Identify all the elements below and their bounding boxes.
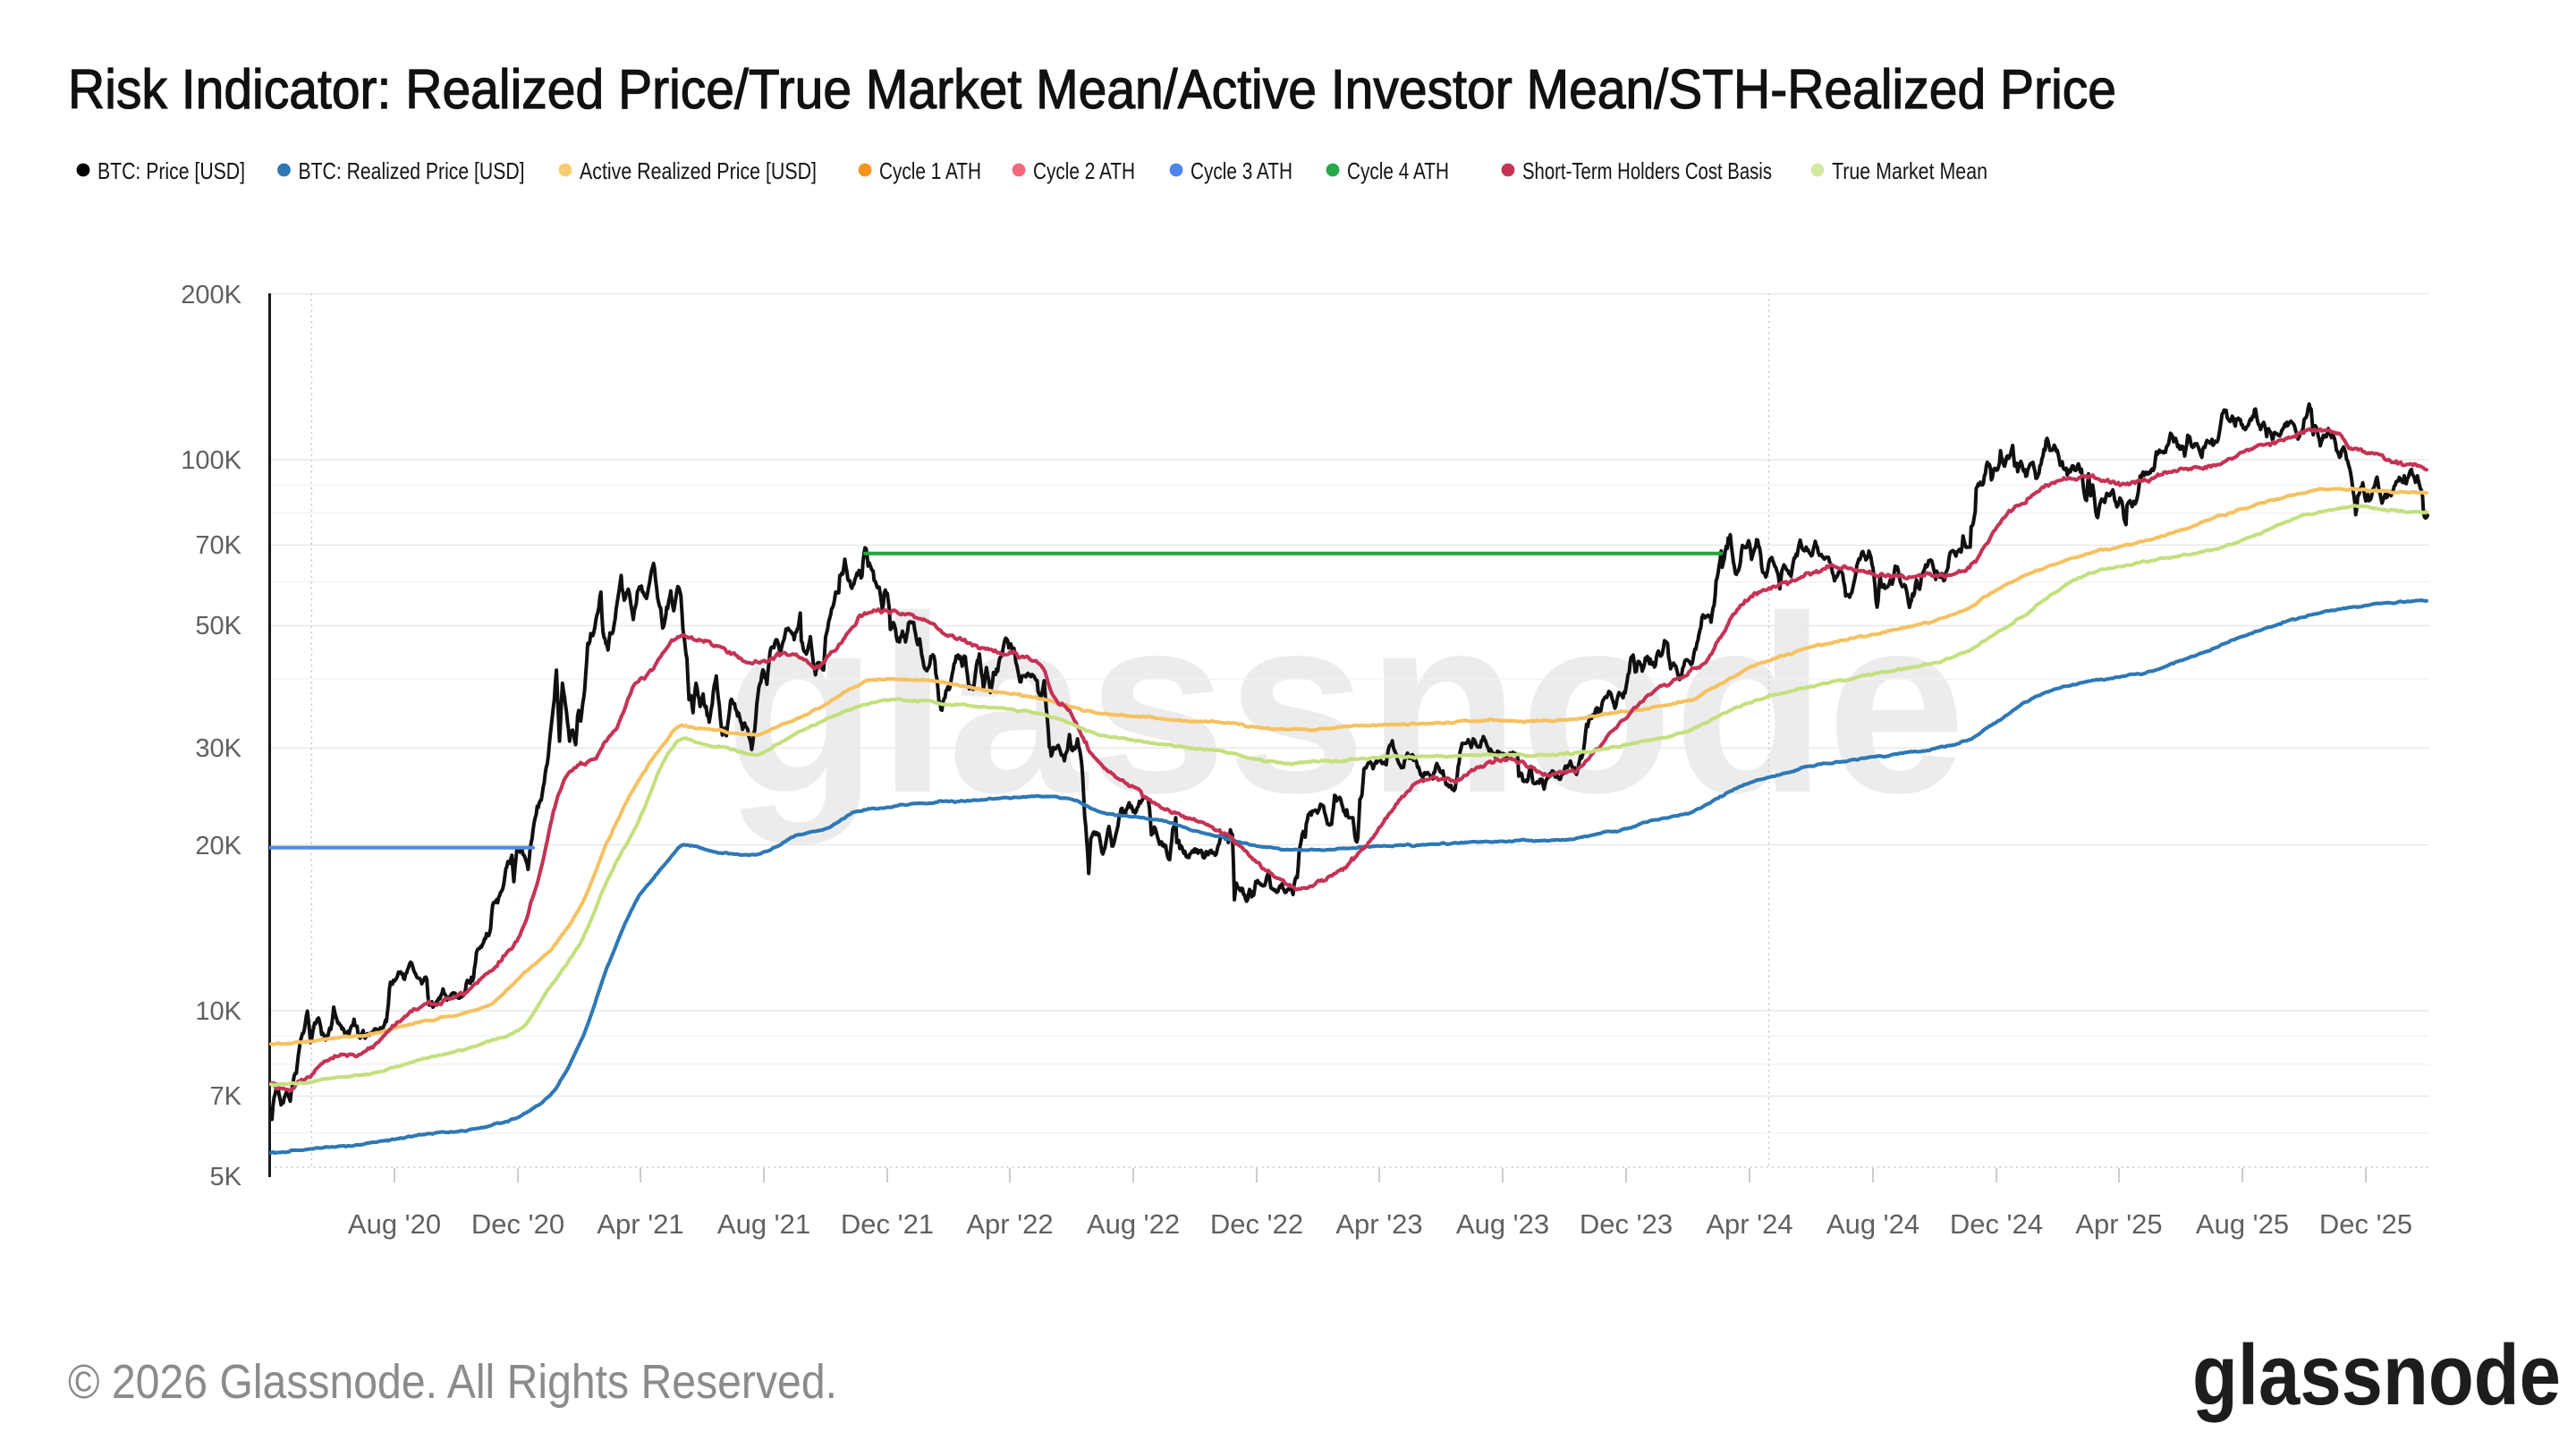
svg-text:BTC: Realized Price [USD]: BTC: Realized Price [USD] — [299, 157, 525, 184]
svg-text:Cycle 1 ATH: Cycle 1 ATH — [879, 157, 981, 184]
svg-text:10K: 10K — [195, 997, 242, 1026]
svg-text:glassnode: glassnode — [724, 564, 1966, 847]
svg-text:Aug '21: Aug '21 — [717, 1208, 810, 1240]
svg-text:Cycle 4 ATH: Cycle 4 ATH — [1347, 157, 1449, 184]
svg-text:200K: 200K — [181, 281, 242, 309]
svg-text:Risk Indicator: Realized Price: Risk Indicator: Realized Price/True Mark… — [68, 59, 2116, 121]
svg-text:Dec '24: Dec '24 — [1950, 1208, 2043, 1240]
svg-text:20K: 20K — [195, 832, 242, 860]
svg-text:Active Realized Price [USD]: Active Realized Price [USD] — [580, 157, 817, 184]
svg-text:© 2026 Glassnode. All Rights R: © 2026 Glassnode. All Rights Reserved. — [68, 1355, 837, 1409]
svg-text:Dec '20: Dec '20 — [471, 1208, 564, 1240]
svg-text:7K: 7K — [210, 1082, 242, 1111]
svg-text:Aug '25: Aug '25 — [2196, 1208, 2289, 1240]
svg-text:50K: 50K — [195, 612, 242, 640]
svg-text:Apr '21: Apr '21 — [597, 1208, 683, 1240]
svg-text:glassnode: glassnode — [2192, 1327, 2561, 1423]
svg-text:Dec '25: Dec '25 — [2319, 1208, 2412, 1240]
svg-text:True Market Mean: True Market Mean — [1832, 157, 1987, 184]
svg-text:Cycle 2 ATH: Cycle 2 ATH — [1033, 157, 1135, 184]
svg-text:Aug '20: Aug '20 — [348, 1208, 441, 1240]
svg-text:Apr '25: Apr '25 — [2075, 1208, 2162, 1240]
svg-text:Short-Term Holders Cost Basis: Short-Term Holders Cost Basis — [1522, 157, 1772, 184]
svg-text:30K: 30K — [195, 734, 242, 763]
svg-text:Dec '22: Dec '22 — [1210, 1208, 1303, 1240]
svg-text:70K: 70K — [195, 531, 242, 560]
svg-text:Dec '21: Dec '21 — [841, 1208, 934, 1240]
svg-text:Apr '22: Apr '22 — [966, 1208, 1053, 1240]
svg-text:Apr '23: Apr '23 — [1335, 1208, 1422, 1240]
svg-text:Aug '24: Aug '24 — [1826, 1208, 1919, 1240]
svg-text:BTC: Price [USD]: BTC: Price [USD] — [97, 157, 245, 184]
svg-text:100K: 100K — [181, 446, 242, 475]
svg-text:Aug '23: Aug '23 — [1456, 1208, 1549, 1240]
svg-text:5K: 5K — [210, 1163, 242, 1191]
svg-text:Aug '22: Aug '22 — [1087, 1208, 1180, 1240]
svg-text:Cycle 3 ATH: Cycle 3 ATH — [1191, 157, 1292, 184]
svg-text:Apr '24: Apr '24 — [1706, 1208, 1792, 1240]
svg-text:Dec '23: Dec '23 — [1580, 1208, 1673, 1240]
